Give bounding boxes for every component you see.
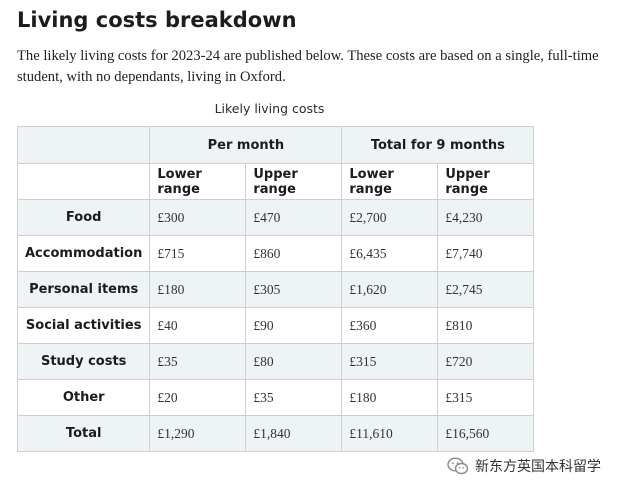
table-corner-cell xyxy=(16,126,151,164)
page-title: Living costs breakdown xyxy=(17,8,297,32)
table-row: Personal items £180 £305 £1,620 £2,745 xyxy=(16,271,535,308)
table-row-total: Total £1,290 £1,840 £11,610 £16,560 xyxy=(16,415,535,452)
table-cell: £4,230 xyxy=(437,199,535,236)
table-cell: £715 xyxy=(149,235,247,272)
table-cell: £1,840 xyxy=(245,415,343,452)
table-row: Other £20 £35 £180 £315 xyxy=(16,379,535,416)
table-cell: £40 xyxy=(149,307,247,344)
table-cell: £6,435 xyxy=(341,235,439,272)
table-cell: £315 xyxy=(437,379,535,416)
table-row: Food £300 £470 £2,700 £4,230 xyxy=(16,199,535,236)
wechat-icon xyxy=(447,457,469,475)
table-header-row: Per month Total for 9 months xyxy=(16,126,535,164)
table-row: Accommodation £715 £860 £6,435 £7,740 xyxy=(16,235,535,272)
watermark-text: 新东方英国本科留学 xyxy=(475,459,601,475)
table-cell: £20 xyxy=(149,379,247,416)
table-cell: £90 xyxy=(245,307,343,344)
table-cell: £2,700 xyxy=(341,199,439,236)
row-label: Total xyxy=(16,415,151,452)
table-cell: £80 xyxy=(245,343,343,380)
row-label: Study costs xyxy=(16,343,151,380)
table-cell: £720 xyxy=(437,343,535,380)
subheader-lower-total: Lower range xyxy=(341,163,439,200)
table-cell: £35 xyxy=(245,379,343,416)
intro-paragraph: The likely living costs for 2023-24 are … xyxy=(17,48,599,85)
table-cell: £360 xyxy=(341,307,439,344)
table-corner-cell xyxy=(16,163,151,200)
subheader-upper-monthly: Upper range xyxy=(245,163,343,200)
row-label: Other xyxy=(16,379,151,416)
watermark: 新东方英国本科留学 xyxy=(447,456,601,476)
table-cell: £2,745 xyxy=(437,271,535,308)
living-costs-table: Per month Total for 9 months Lower range… xyxy=(16,126,535,452)
group-header-total-9-months: Total for 9 months xyxy=(341,126,535,164)
group-header-per-month: Per month xyxy=(149,126,343,164)
table-subheader-row: Lower range Upper range Lower range Uppe… xyxy=(16,163,535,200)
row-label: Accommodation xyxy=(16,235,151,272)
table-cell: £810 xyxy=(437,307,535,344)
table-cell: £7,740 xyxy=(437,235,535,272)
table-row: Social activities £40 £90 £360 £810 xyxy=(16,307,535,344)
subheader-upper-total: Upper range xyxy=(437,163,535,200)
table-caption: Likely living costs xyxy=(214,101,325,116)
row-label: Social activities xyxy=(16,307,151,344)
table-cell: £16,560 xyxy=(437,415,535,452)
table-cell: £470 xyxy=(245,199,343,236)
table-cell: £300 xyxy=(149,199,247,236)
row-label: Personal items xyxy=(16,271,151,308)
table-cell: £11,610 xyxy=(341,415,439,452)
table-cell: £305 xyxy=(245,271,343,308)
table-cell: £35 xyxy=(149,343,247,380)
table-cell: £860 xyxy=(245,235,343,272)
subheader-lower-monthly: Lower range xyxy=(149,163,247,200)
table-cell: £315 xyxy=(341,343,439,380)
table-cell: £1,290 xyxy=(149,415,247,452)
table-cell: £1,620 xyxy=(341,271,439,308)
table-cell: £180 xyxy=(149,271,247,308)
table-row: Study costs £35 £80 £315 £720 xyxy=(16,343,535,380)
table-cell: £180 xyxy=(341,379,439,416)
row-label: Food xyxy=(16,199,151,236)
